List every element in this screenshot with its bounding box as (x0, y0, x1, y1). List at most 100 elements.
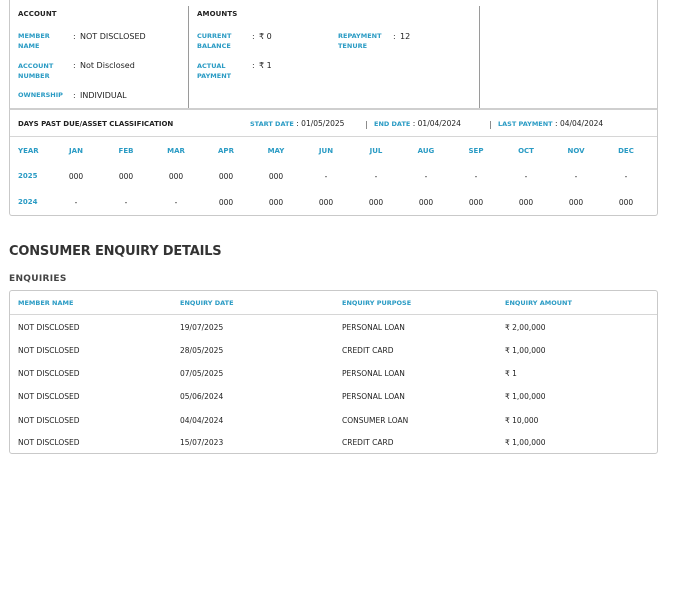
end-date: END DATE : 01/04/2024 (374, 119, 461, 128)
member-name-cell: NOT DISCLOSED (18, 416, 80, 425)
start-date-label: START DATE (250, 120, 294, 128)
start-date-value: 01/05/2025 (301, 119, 345, 128)
month-header: OCT (518, 147, 534, 155)
dpd-cell: - (574, 172, 578, 181)
column-header: MEMBER NAME (18, 299, 74, 307)
divider (10, 136, 657, 137)
repayment-tenure-label: REPAYMENT TENURE (338, 32, 382, 50)
colon: : (73, 32, 76, 41)
last-payment: LAST PAYMENT : 04/04/2024 (498, 119, 603, 128)
month-header: MAY (267, 147, 285, 155)
dpd-cell: - (524, 172, 528, 181)
member-name-label: MEMBER NAME (18, 32, 50, 50)
enquiry-purpose-cell: CREDIT CARD (342, 438, 394, 447)
colon: : (252, 32, 255, 41)
month-header: APR (218, 147, 234, 155)
member-name-value: NOT DISCLOSED (80, 32, 146, 41)
table-row: NOT DISCLOSED 15/07/2023 CREDIT CARD ₹ 1… (10, 438, 657, 461)
enquiry-date-cell: 19/07/2025 (180, 323, 224, 332)
enquiry-amount-cell: ₹ 10,000 (505, 416, 539, 425)
table-row: NOT DISCLOSED 04/04/2024 CONSUMER LOAN ₹… (10, 416, 657, 439)
enquiry-purpose-cell: CREDIT CARD (342, 346, 394, 355)
column-header: ENQUIRY DATE (180, 299, 234, 307)
dpd-cell: 000 (268, 198, 284, 207)
enquiry-amount-cell: ₹ 1 (505, 369, 517, 378)
dpd-cell: 000 (518, 198, 534, 207)
dpd-cell: - (324, 172, 328, 181)
separator: | (365, 120, 368, 129)
column-header: ENQUIRY AMOUNT (505, 299, 572, 307)
colon: : (393, 32, 396, 41)
member-name-cell: NOT DISCLOSED (18, 323, 80, 332)
last-payment-label: LAST PAYMENT (498, 120, 553, 128)
year-cell: 2024 (18, 198, 38, 206)
separator: | (489, 120, 492, 129)
month-header: JUN (318, 147, 334, 155)
ownership-label: OWNERSHIP (18, 91, 63, 99)
account-number-value: Not Disclosed (80, 61, 135, 70)
dpd-cell: - (174, 198, 178, 207)
section-title: CONSUMER ENQUIRY DETAILS (9, 244, 222, 259)
dpd-cell: 000 (268, 172, 284, 181)
dpd-cell: 000 (368, 198, 384, 207)
enquiry-date-cell: 07/05/2025 (180, 369, 224, 378)
enquiry-date-cell: 28/05/2025 (180, 346, 224, 355)
current-balance-label: CURRENT BALANCE (197, 32, 232, 50)
actual-payment-value: ₹ 1 (259, 61, 272, 70)
table-row: NOT DISCLOSED 19/07/2025 PERSONAL LOAN ₹… (10, 323, 657, 346)
colon: : (252, 61, 255, 70)
month-header: SEP (468, 147, 484, 155)
colon: : (73, 91, 76, 100)
repayment-tenure-value: 12 (400, 32, 411, 41)
dpd-cell: - (624, 172, 628, 181)
dpd-cell: - (374, 172, 378, 181)
section-subtitle: ENQUIRIES (9, 274, 67, 284)
enquiry-amount-cell: ₹ 1,00,000 (505, 438, 546, 447)
dpd-cell: - (474, 172, 478, 181)
dpd-cell: 000 (468, 198, 484, 207)
year-cell: 2025 (18, 172, 38, 180)
year-header: YEAR (18, 147, 39, 155)
enquiry-date-cell: 04/04/2024 (180, 416, 224, 425)
end-date-value: 01/04/2024 (417, 119, 461, 128)
enquiry-purpose-cell: PERSONAL LOAN (342, 392, 405, 401)
dpd-cell: 000 (168, 172, 184, 181)
dpd-title: DAYS PAST DUE/ASSET CLASSIFICATION (18, 120, 174, 128)
colon: : (296, 119, 299, 128)
current-balance-value: ₹ 0 (259, 32, 272, 41)
enquiry-date-cell: 15/07/2023 (180, 438, 224, 447)
last-payment-value: 04/04/2024 (559, 119, 604, 128)
colon: : (73, 61, 76, 70)
colon: : (412, 119, 416, 128)
enquiries-table: MEMBER NAME ENQUIRY DATE ENQUIRY PURPOSE… (9, 290, 658, 454)
account-card: ACCOUNT MEMBER NAME : NOT DISCLOSED ACCO… (9, 0, 658, 110)
dpd-cell: 000 (68, 172, 84, 181)
member-name-cell: NOT DISCLOSED (18, 346, 80, 355)
dpd-cell: 000 (318, 198, 334, 207)
month-header: JAN (69, 147, 83, 155)
table-row: NOT DISCLOSED 05/06/2024 PERSONAL LOAN ₹… (10, 392, 657, 415)
enquiry-purpose-cell: CONSUMER LOAN (342, 416, 409, 425)
month-header: DEC (618, 147, 634, 155)
table-row: NOT DISCLOSED 07/05/2025 PERSONAL LOAN ₹… (10, 369, 657, 392)
month-header: AUG (417, 147, 435, 155)
amounts-heading: AMOUNTS (197, 10, 238, 18)
dpd-cell: 000 (118, 172, 134, 181)
actual-payment-label: ACTUAL PAYMENT (197, 62, 232, 80)
month-header: MAR (167, 147, 185, 155)
month-header: FEB (118, 147, 134, 155)
dpd-cell: - (74, 198, 78, 207)
member-name-cell: NOT DISCLOSED (18, 369, 80, 378)
start-date: START DATE : 01/05/2025 (250, 119, 344, 128)
dpd-cell: 000 (568, 198, 584, 207)
enquiry-amount-cell: ₹ 1,00,000 (505, 392, 546, 401)
enquiry-amount-cell: ₹ 1,00,000 (505, 346, 546, 355)
account-heading: ACCOUNT (18, 10, 57, 18)
enquiry-date-cell: 05/06/2024 (180, 392, 224, 401)
enquiry-purpose-cell: PERSONAL LOAN (342, 323, 405, 332)
account-number-label: ACCOUNT NUMBER (18, 62, 54, 80)
end-date-label: END DATE (374, 120, 411, 128)
member-name-cell: NOT DISCLOSED (18, 392, 80, 401)
dpd-cell: 000 (218, 198, 234, 207)
dpd-cell: 000 (618, 198, 634, 207)
